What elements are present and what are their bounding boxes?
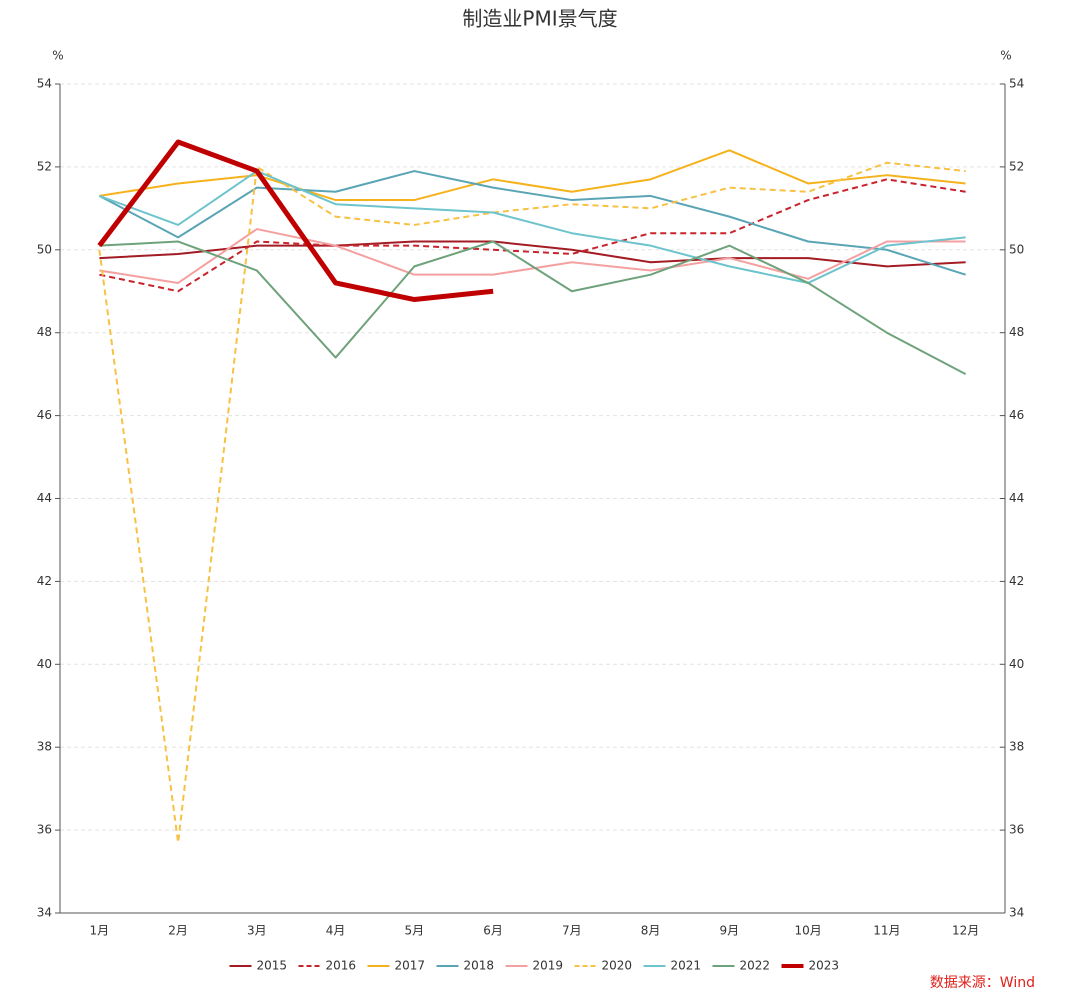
y2-tick-label: 34	[1009, 906, 1024, 920]
legend-label: 2020	[602, 959, 633, 973]
y2-tick-label: 46	[1009, 408, 1024, 422]
series-line	[98, 170, 966, 276]
x-tick-label: 2月	[168, 924, 188, 938]
legend-label: 2017	[395, 959, 426, 973]
y-tick-label: 52	[37, 159, 52, 173]
x-tick-label: 1月	[90, 924, 110, 938]
y-tick-label: 50	[37, 242, 52, 256]
y-tick-label: 54	[37, 77, 52, 91]
legend-label: 2015	[257, 959, 288, 973]
x-tick-label: 8月	[641, 924, 661, 938]
series-line	[99, 228, 966, 284]
y2-tick-label: 52	[1009, 159, 1024, 173]
legend-label: 2022	[740, 959, 771, 973]
legend-label: 2023	[809, 959, 840, 973]
y-tick-label: 42	[37, 574, 52, 588]
x-tick-label: 9月	[720, 924, 740, 938]
chart-title: 制造业PMI景气度	[462, 7, 617, 31]
y2-tick-label: 40	[1009, 657, 1024, 671]
y2-tick-label: 50	[1009, 242, 1024, 256]
x-tick-label: 12月	[952, 924, 979, 938]
y-tick-label: 34	[37, 906, 52, 920]
legend-label: 2021	[671, 959, 702, 973]
source-note: 数据来源：Wind	[930, 975, 1035, 991]
y-tick-label: 36	[37, 823, 52, 837]
series-line	[99, 149, 966, 202]
legend-label: 2019	[533, 959, 564, 973]
series-line	[99, 178, 966, 293]
x-tick-label: 4月	[326, 924, 346, 938]
x-tick-label: 10月	[794, 924, 821, 938]
legend-label: 2016	[326, 959, 357, 973]
x-tick-label: 3月	[247, 924, 267, 938]
y-tick-label: 46	[37, 408, 52, 422]
y-tick-label: 40	[37, 657, 52, 671]
x-tick-label: 5月	[405, 924, 425, 938]
series-line	[97, 139, 494, 303]
x-tick-label: 7月	[562, 924, 582, 938]
series-line	[99, 170, 966, 284]
y-unit: %	[52, 49, 63, 63]
y2-unit: %	[1000, 49, 1011, 63]
x-tick-label: 6月	[483, 924, 503, 938]
y2-tick-label: 36	[1009, 823, 1024, 837]
y-tick-label: 48	[37, 325, 52, 339]
y2-tick-label: 54	[1009, 77, 1024, 91]
y-tick-label: 38	[37, 740, 52, 754]
legend-label: 2018	[464, 959, 495, 973]
y2-tick-label: 48	[1009, 325, 1024, 339]
y-tick-label: 44	[37, 491, 52, 505]
series-line	[99, 240, 966, 268]
series-line	[98, 161, 966, 844]
y2-tick-label: 42	[1009, 574, 1024, 588]
y2-tick-label: 44	[1009, 491, 1024, 505]
x-tick-label: 11月	[873, 924, 900, 938]
y2-tick-label: 38	[1009, 740, 1024, 754]
series-line	[99, 240, 967, 376]
